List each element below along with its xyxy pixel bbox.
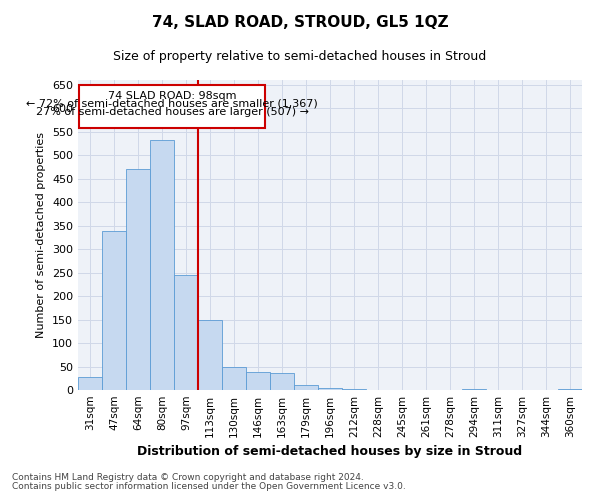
Bar [342, 389, 366, 390]
Bar [294, 386, 318, 390]
FancyBboxPatch shape [79, 84, 265, 128]
Bar [102, 231, 126, 390]
Y-axis label: Number of semi-detached properties: Number of semi-detached properties [37, 132, 46, 338]
Text: 27% of semi-detached houses are larger (507) →: 27% of semi-detached houses are larger (… [35, 107, 309, 117]
Bar [270, 373, 294, 390]
Bar [150, 140, 174, 390]
Text: Contains public sector information licensed under the Open Government Licence v3: Contains public sector information licen… [12, 482, 406, 491]
Bar [222, 366, 246, 390]
X-axis label: Distribution of semi-detached houses by size in Stroud: Distribution of semi-detached houses by … [137, 446, 523, 458]
Bar [198, 320, 222, 390]
Bar [78, 377, 102, 390]
Text: Size of property relative to semi-detached houses in Stroud: Size of property relative to semi-detach… [113, 50, 487, 63]
Text: ← 72% of semi-detached houses are smaller (1,367): ← 72% of semi-detached houses are smalle… [26, 99, 318, 109]
Bar [174, 275, 198, 390]
Bar [126, 169, 150, 390]
Bar [558, 389, 582, 390]
Bar [318, 388, 342, 390]
Text: 74 SLAD ROAD: 98sqm: 74 SLAD ROAD: 98sqm [108, 91, 236, 101]
Bar [246, 372, 270, 390]
Text: Contains HM Land Registry data © Crown copyright and database right 2024.: Contains HM Land Registry data © Crown c… [12, 474, 364, 482]
Text: 74, SLAD ROAD, STROUD, GL5 1QZ: 74, SLAD ROAD, STROUD, GL5 1QZ [152, 15, 448, 30]
Bar [462, 389, 486, 390]
